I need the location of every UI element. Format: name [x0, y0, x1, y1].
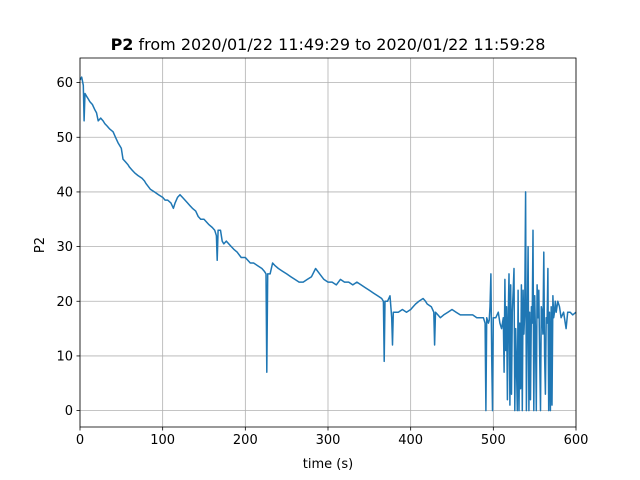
y-tick-label: 10: [56, 349, 73, 364]
x-tick-label: 300: [316, 433, 341, 448]
series-line: [79, 76, 577, 412]
x-tick-label: 0: [76, 433, 84, 448]
y-tick-label: 30: [56, 240, 73, 255]
x-tick-label: 500: [481, 433, 506, 448]
y-tick-label: 40: [56, 185, 73, 200]
y-tick-label: 60: [56, 76, 73, 91]
plot-area: [79, 76, 577, 412]
grid: [79, 58, 577, 427]
y-tick-label: 50: [56, 131, 73, 146]
x-tick-label: 600: [564, 433, 589, 448]
x-tick-label: 400: [398, 433, 423, 448]
chart-title-rest: from 2020/01/22 11:49:29 to 2020/01/22 1…: [133, 35, 545, 54]
chart-title: P2 from 2020/01/22 11:49:29 to 2020/01/2…: [111, 35, 546, 54]
x-tick-label: 200: [233, 433, 258, 448]
x-tick-label: 100: [150, 433, 175, 448]
y-tick-label: 0: [65, 404, 73, 419]
x-axis: 0 100 200 300 400 500 600: [76, 427, 589, 448]
x-axis-label: time (s): [303, 457, 353, 472]
y-tick-label: 20: [56, 295, 73, 310]
chart-title-bold: P2: [111, 35, 134, 54]
y-axis: 0 10 20 30 40 50 60: [56, 76, 80, 419]
y-axis-label: P2: [33, 237, 48, 253]
